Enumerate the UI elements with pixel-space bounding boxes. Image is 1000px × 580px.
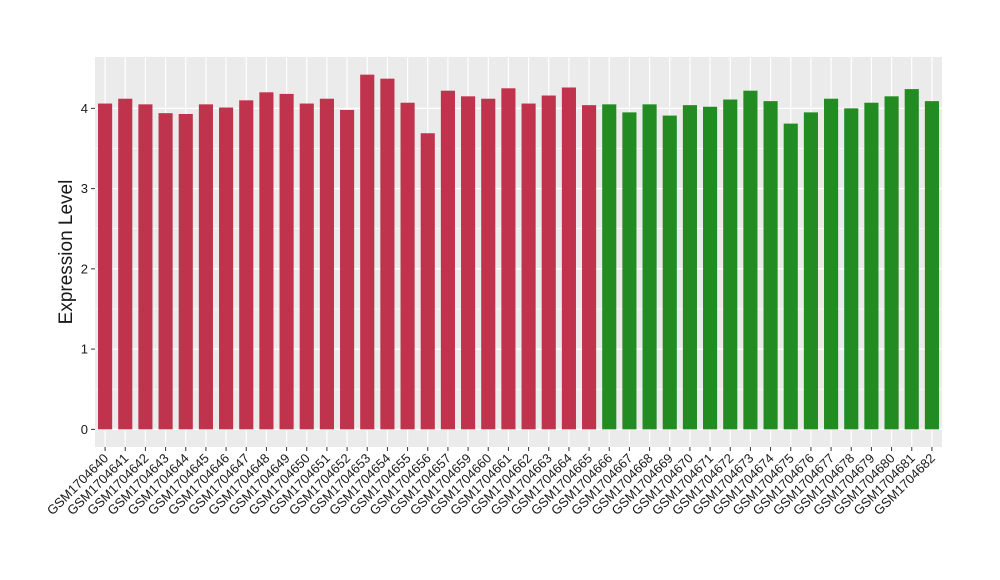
bar (481, 98, 496, 430)
bar (400, 102, 415, 430)
bar (299, 103, 314, 430)
bar (783, 123, 798, 430)
bar (743, 90, 758, 430)
bar (259, 92, 274, 430)
bar (723, 99, 738, 430)
bar (239, 100, 254, 430)
y-tick-label: 1 (81, 342, 88, 357)
bar (642, 104, 657, 430)
bar (198, 104, 213, 430)
bar (380, 78, 395, 430)
bar (662, 115, 677, 430)
bar (864, 102, 879, 430)
panel (95, 57, 942, 447)
y-tick-label: 3 (81, 181, 88, 196)
bar (521, 103, 536, 430)
bar (138, 104, 153, 430)
y-tick-label: 4 (81, 101, 88, 116)
bar (824, 98, 839, 430)
bar (904, 89, 919, 430)
bar (844, 108, 859, 430)
y-tick-label: 2 (81, 261, 88, 276)
bar (602, 104, 617, 430)
bar (582, 105, 597, 430)
bar (340, 109, 355, 430)
bar (158, 113, 173, 430)
bar (682, 105, 697, 430)
bars (98, 74, 939, 430)
bar (360, 74, 375, 430)
bar (703, 106, 718, 430)
bar (763, 101, 778, 430)
bar (279, 93, 294, 430)
bar (924, 101, 939, 430)
bar (219, 107, 234, 430)
bar (622, 112, 637, 430)
labels: 01234GSM1704640GSM1704641GSM1704642GSM17… (44, 101, 938, 518)
bar (178, 113, 193, 430)
bar (319, 98, 334, 430)
bar (98, 103, 113, 430)
bar (561, 87, 576, 430)
bar (420, 133, 435, 430)
bar (440, 90, 455, 430)
bar (501, 88, 516, 430)
bar (118, 98, 133, 430)
bar (884, 96, 899, 430)
bar (803, 112, 818, 430)
y-tick-label: 0 (81, 422, 88, 437)
y-axis-label: Expression Level (56, 180, 77, 325)
bar (541, 95, 556, 430)
bar (461, 96, 476, 430)
